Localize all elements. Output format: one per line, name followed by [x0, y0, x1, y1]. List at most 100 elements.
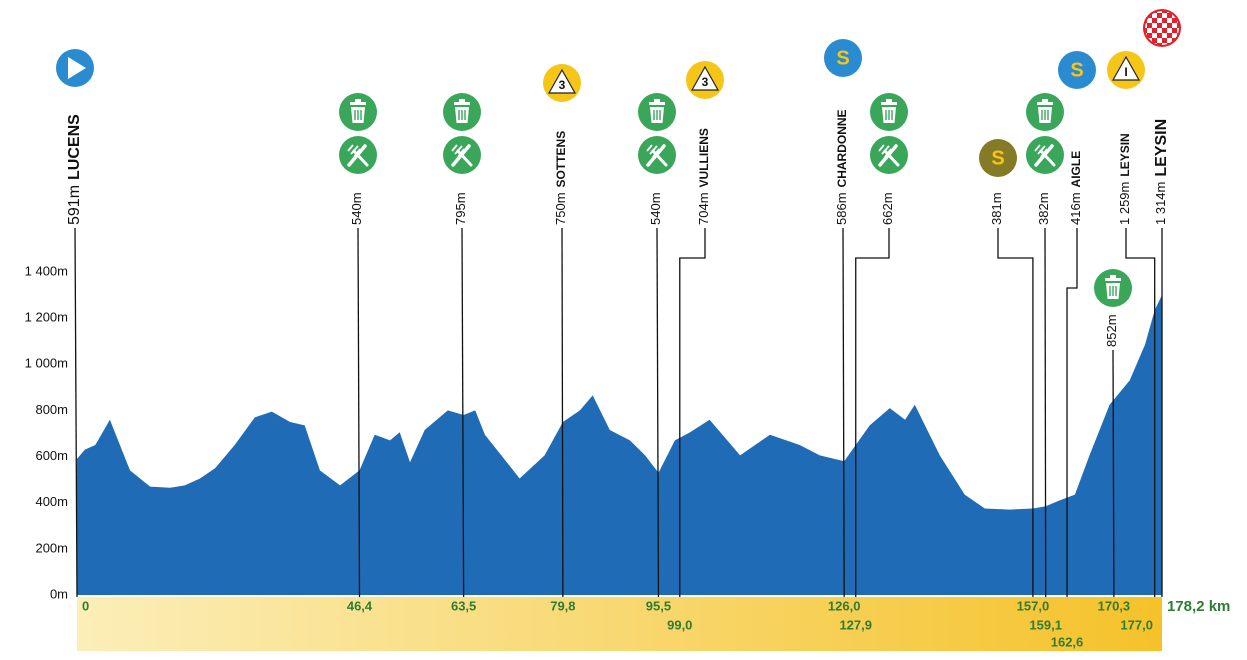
checker — [1172, 18, 1177, 23]
marker-name: CHARDONNE — [835, 109, 849, 187]
km-label: 178,2 km — [1167, 598, 1230, 615]
marker-elevation: 586m — [834, 192, 849, 225]
trash-lid — [1037, 102, 1053, 105]
checker — [1152, 18, 1157, 23]
checkers — [1145, 11, 1179, 45]
checker — [1177, 13, 1179, 18]
y-tick-label: 400m — [35, 494, 68, 509]
km-label: 162,6 — [1051, 634, 1084, 649]
checker — [1152, 28, 1157, 33]
trash-lid — [881, 102, 897, 105]
leader-line — [1125, 228, 1156, 597]
km-label: 95,5 — [646, 598, 671, 613]
marker-elevation: 591m — [66, 185, 83, 225]
marker-label: 1 314m LEYSIN — [1153, 119, 1170, 225]
checker — [1167, 13, 1172, 18]
y-tick-label: 1 000m — [25, 356, 68, 371]
km-label: 159,1 — [1029, 617, 1062, 632]
checker — [1157, 13, 1162, 18]
icon-trash — [339, 93, 377, 131]
checker — [1167, 23, 1172, 28]
icon-fork — [443, 136, 481, 174]
checker — [1167, 33, 1172, 38]
km-label: 0 — [82, 598, 89, 613]
km-label: 157,0 — [1017, 598, 1050, 613]
trash-handle — [886, 99, 892, 102]
trash-lid — [350, 102, 366, 105]
km-label: 99,0 — [667, 617, 692, 632]
icon-circle — [979, 139, 1017, 177]
marker-label: 540m — [648, 192, 663, 225]
marker-name: SOTTENS — [554, 131, 568, 188]
trash-handle — [1042, 99, 1048, 102]
checker — [1145, 28, 1147, 33]
icon-climb: I — [1107, 51, 1145, 89]
marker-label: 416m AIGLE — [1068, 151, 1083, 225]
marker-elevation: 1 314m — [1153, 182, 1168, 225]
y-tick-label: 1 400m — [25, 263, 68, 278]
icon-climb: 3 — [543, 64, 581, 102]
marker-label: 591m LUCENS — [66, 114, 83, 225]
icon-circle — [824, 39, 862, 77]
checker — [1177, 43, 1179, 45]
leader-line — [997, 228, 1034, 597]
checker — [1145, 11, 1147, 13]
leader-line — [1044, 227, 1047, 598]
trash-handle — [1110, 275, 1116, 278]
checker — [1157, 43, 1162, 45]
marker-name: AIGLE — [1069, 151, 1083, 188]
leader-line — [74, 227, 78, 598]
icon-trash — [1026, 93, 1064, 131]
climb-category: I — [1124, 65, 1127, 79]
y-tick-label: 800m — [35, 402, 68, 417]
icon-trash — [870, 93, 908, 131]
fork-tines — [451, 144, 465, 158]
sprint-letter: S — [836, 47, 849, 69]
marker-name: LUCENS — [66, 114, 83, 180]
marker-elevation: 852m — [1104, 314, 1119, 347]
checker — [1147, 23, 1152, 28]
leader-line — [461, 227, 465, 598]
icon-circle — [1058, 51, 1096, 89]
km-label: 127,9 — [839, 617, 872, 632]
fork-tines — [646, 144, 660, 158]
marker-label: 852m — [1104, 314, 1119, 347]
icon-sprint: S — [824, 39, 862, 77]
y-tick-label: 600m — [35, 448, 68, 463]
icon-fork — [339, 136, 377, 174]
marker-label: 795m — [453, 192, 468, 225]
icon-fork — [870, 136, 908, 174]
marker-elevation: 704m — [696, 192, 711, 225]
distance-band — [77, 597, 1162, 651]
marker-elevation: 662m — [880, 192, 895, 225]
marker-label: 750m SOTTENS — [553, 131, 568, 225]
marker-elevation: 540m — [648, 192, 663, 225]
checker — [1172, 28, 1177, 33]
checker — [1157, 23, 1162, 28]
trash-handle — [355, 99, 361, 102]
marker-elevation: 381m — [989, 192, 1004, 225]
km-label: 46,4 — [347, 598, 373, 613]
trash-handle — [459, 99, 465, 102]
checker — [1162, 11, 1167, 13]
checker — [1147, 33, 1152, 38]
marker-name: VULLIENS — [697, 128, 711, 187]
climb-category: 3 — [702, 75, 709, 89]
km-label: 126,0 — [828, 598, 861, 613]
marker-elevation: 1 259m — [1117, 182, 1132, 225]
fork-tines — [878, 144, 892, 158]
icon-start — [56, 49, 94, 87]
km-label: 170,3 — [1098, 598, 1131, 613]
climb-triangle — [547, 68, 577, 94]
marker-label: 540m — [349, 192, 364, 225]
icon-trash — [638, 93, 676, 131]
y-tick-label: 0m — [50, 586, 68, 601]
km-label: 177,0 — [1120, 617, 1153, 632]
icon-finish — [1143, 9, 1181, 47]
km-label: 63,5 — [451, 598, 476, 613]
climb-category: 3 — [559, 78, 566, 92]
checker — [1162, 28, 1167, 33]
checker — [1177, 23, 1179, 28]
sprint-letter: S — [991, 147, 1004, 169]
